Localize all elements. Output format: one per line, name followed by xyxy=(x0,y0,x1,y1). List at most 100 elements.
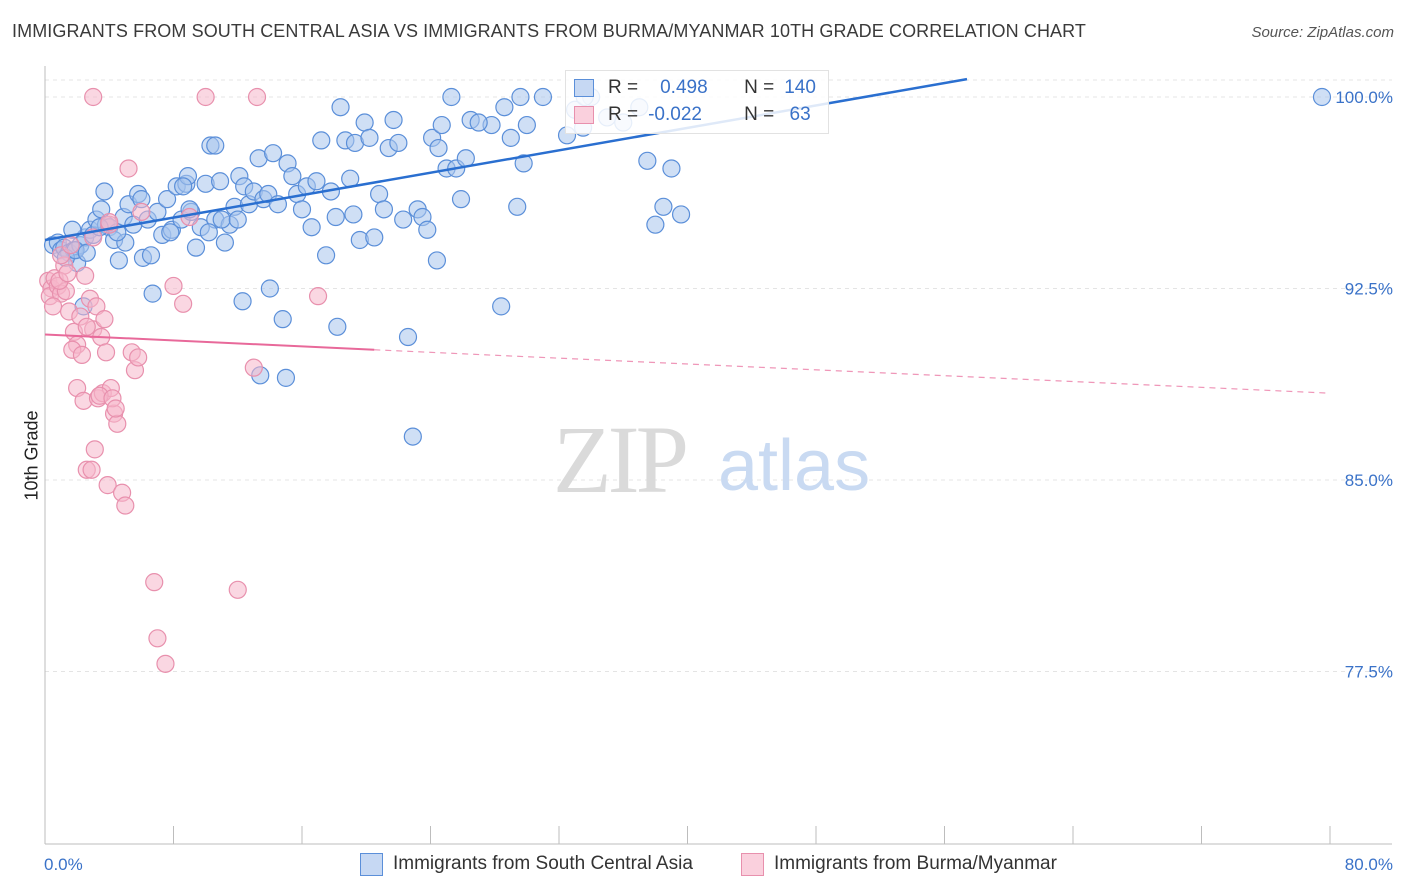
blue-point xyxy=(228,210,247,229)
blue-point xyxy=(233,292,252,311)
pink-point xyxy=(106,399,125,418)
blue-point xyxy=(394,210,413,229)
blue-swatch xyxy=(360,852,383,876)
blue-point xyxy=(374,200,394,219)
blue-point xyxy=(432,115,451,135)
blue-point xyxy=(161,223,180,242)
blue-point xyxy=(451,190,471,209)
blue-point xyxy=(157,190,177,209)
blue-point xyxy=(501,128,520,147)
blue-point xyxy=(384,110,403,130)
watermark-zip: ZIP xyxy=(553,406,686,513)
blue-point xyxy=(442,87,461,107)
n-label: N = xyxy=(744,104,775,125)
blue-point xyxy=(331,98,350,117)
blue-point xyxy=(109,251,128,270)
pink-point xyxy=(244,358,263,377)
blue-point xyxy=(312,131,331,150)
blue-point xyxy=(370,184,389,204)
blue-point xyxy=(398,327,418,347)
blue-point xyxy=(429,138,448,158)
blue-point xyxy=(260,279,279,298)
pink-point xyxy=(72,345,92,364)
y-tick-label: 100.0% xyxy=(1335,88,1393,107)
blue-point xyxy=(276,368,296,387)
pink-point xyxy=(196,87,215,107)
r-label: R = xyxy=(608,104,639,125)
blue-point xyxy=(344,205,363,224)
pink-point xyxy=(100,213,119,232)
stats-row-blue: R = 0.498 N = 140 xyxy=(574,75,816,101)
pink-point xyxy=(58,264,77,283)
r-label: R = xyxy=(608,77,639,98)
blue-point xyxy=(456,149,475,168)
legend-label: Immigrants from South Central Asia xyxy=(393,853,693,874)
n-value: 140 xyxy=(784,77,816,98)
blue-point xyxy=(508,197,527,216)
blue-point xyxy=(492,297,511,316)
r-value: 0.498 xyxy=(660,77,708,98)
pink-point xyxy=(308,287,328,306)
blue-point xyxy=(517,115,536,135)
blue-point xyxy=(186,238,206,257)
pink-point xyxy=(61,235,80,255)
blue-point xyxy=(365,228,384,247)
pink-point xyxy=(96,343,116,362)
n-value: 63 xyxy=(784,104,811,125)
pink-point xyxy=(84,87,103,107)
pink-point xyxy=(132,202,151,221)
legend-label: Immigrants from Burma/Myanmar xyxy=(774,853,1057,874)
x-tick-label: 80.0% xyxy=(1345,855,1393,874)
blue-point xyxy=(263,144,283,163)
n-label: N = xyxy=(744,77,775,98)
source-credit: Source: ZipAtlas.com xyxy=(1251,24,1394,41)
blue-point xyxy=(174,177,193,196)
chart-title: IMMIGRANTS FROM SOUTH CENTRAL ASIA VS IM… xyxy=(12,21,1087,41)
blue-point xyxy=(316,246,336,265)
legend-item-burma-myanmar: Immigrants from Burma/Myanmar xyxy=(741,851,1057,877)
y-tick-label: 85.0% xyxy=(1345,471,1393,490)
pink-point xyxy=(98,476,117,495)
legend-item-south-central-asia: Immigrants from South Central Asia xyxy=(360,851,693,877)
blue-point xyxy=(77,243,96,262)
blue-point xyxy=(141,246,161,265)
pink-point xyxy=(119,159,138,178)
pink-point xyxy=(77,317,96,336)
blue-point xyxy=(514,154,533,173)
blue-point xyxy=(206,136,225,155)
pink-point xyxy=(164,276,183,296)
pink-point xyxy=(129,348,148,367)
pink-swatch xyxy=(574,106,594,124)
pink-point xyxy=(76,266,95,285)
blue-point xyxy=(511,87,530,107)
blue-point xyxy=(210,172,230,191)
blue-point xyxy=(199,223,218,242)
blue-point xyxy=(646,215,665,234)
blue-point xyxy=(654,197,673,216)
pink-point xyxy=(247,87,267,107)
blue-point xyxy=(418,220,437,239)
stats-legend: R = 0.498 N = 140 R = -0.022 N = 63 xyxy=(565,70,829,134)
stats-row-pink: R = -0.022 N = 63 xyxy=(574,102,811,128)
blue-point xyxy=(143,284,162,303)
pink-point xyxy=(85,440,104,459)
pink-trend-line-dashed xyxy=(374,349,1331,394)
pink-point xyxy=(145,573,164,592)
pink-swatch xyxy=(741,852,764,876)
blue-point xyxy=(215,233,234,252)
pink-point xyxy=(116,496,135,515)
r-value: -0.022 xyxy=(648,104,702,125)
y-axis-label: 10th Grade xyxy=(21,410,42,501)
pink-point xyxy=(156,654,175,673)
blue-point xyxy=(326,207,345,227)
blue-point xyxy=(533,87,553,107)
blue-point xyxy=(1312,87,1332,107)
blue-point xyxy=(355,113,374,132)
pink-point xyxy=(148,629,167,648)
pink-point xyxy=(43,297,63,316)
blue-point xyxy=(662,159,681,178)
pink-point xyxy=(82,460,101,479)
blue-point xyxy=(212,210,231,229)
y-tick-label: 77.5% xyxy=(1345,663,1393,682)
blue-point xyxy=(389,133,408,153)
